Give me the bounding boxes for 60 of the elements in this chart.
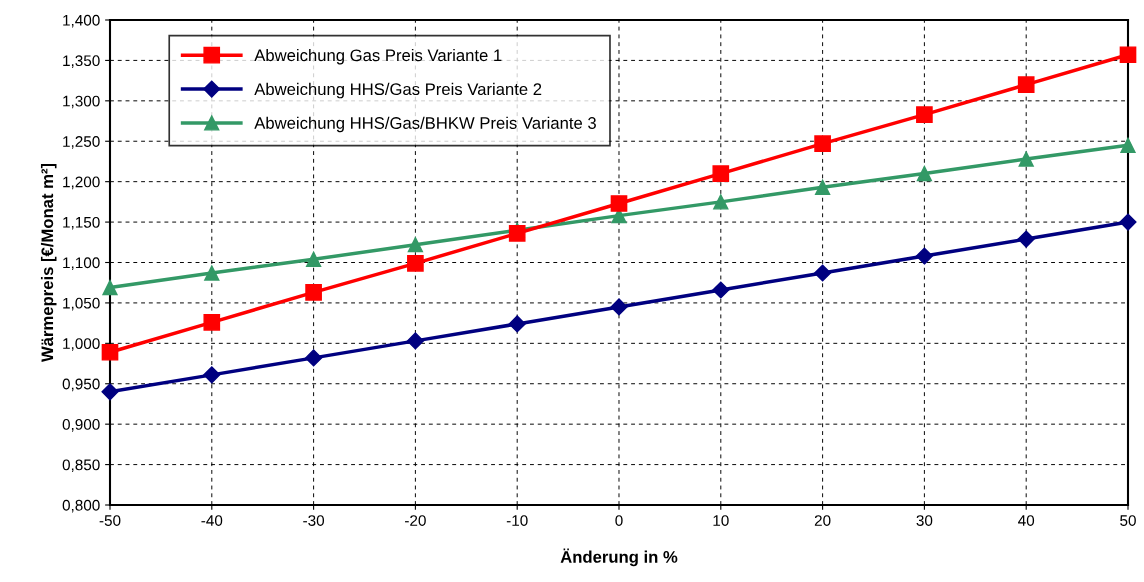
x-tick-label: 30 (916, 515, 933, 526)
x-tick-label: -10 (506, 515, 528, 526)
point (916, 165, 933, 182)
point (407, 254, 424, 272)
point (508, 315, 526, 333)
y-tick-label: 0,950 (62, 378, 100, 392)
x-tick-label: -50 (99, 515, 121, 526)
y-tick-label: 0,800 (62, 499, 100, 513)
point (305, 251, 322, 267)
point (407, 237, 424, 253)
y-tick-label: 1,150 (63, 216, 100, 230)
point (713, 194, 729, 210)
x-tick-label: 50 (1120, 515, 1136, 526)
x-axis-title: Änderung in % (560, 548, 678, 567)
y-tick-label: 0,850 (62, 459, 100, 473)
point (916, 106, 933, 123)
point (814, 179, 831, 195)
point (1120, 137, 1136, 153)
point (102, 279, 118, 296)
point (508, 225, 526, 242)
point (610, 195, 628, 212)
point (203, 366, 221, 384)
point (203, 313, 221, 331)
x-tick-label: 0 (615, 515, 623, 526)
point (814, 264, 832, 282)
y-tick-label: 1,100 (63, 257, 100, 270)
x-tick-label: -30 (303, 515, 325, 526)
point (915, 247, 933, 265)
point (1119, 213, 1137, 231)
y-axis-title: Wärmepreis [€/Monat m²] (40, 163, 57, 363)
y-tick-label: 1,300 (63, 95, 100, 109)
y-tick-label: 1,400 (63, 14, 100, 28)
point (305, 349, 323, 367)
point (1017, 230, 1035, 248)
point (406, 332, 424, 350)
y-tick-label: 0,900 (62, 419, 100, 432)
x-tick-label: 40 (1018, 515, 1035, 526)
point (204, 265, 220, 281)
legend-label: Abweichung HHS/Gas Preis Variante 2 (254, 82, 542, 99)
y-tick-label: 1,250 (63, 136, 100, 149)
legend-label: Abweichung HHS/Gas/BHKW Preis Variante 3 (254, 116, 596, 133)
point (305, 284, 322, 301)
y-tick-label: 1,050 (63, 297, 100, 311)
point (1018, 151, 1034, 167)
point (1119, 46, 1137, 64)
y-tick-label: 1,200 (63, 176, 100, 190)
point (101, 383, 119, 401)
point (814, 135, 831, 153)
x-tick-label: -40 (201, 515, 223, 526)
point (101, 343, 119, 361)
point (1017, 76, 1035, 94)
y-tick-label: 1,350 (63, 55, 100, 68)
point (712, 165, 730, 182)
point (712, 281, 730, 299)
legend-label: Abweichung Gas Preis Variante 1 (254, 48, 502, 65)
x-tick-label: -20 (405, 515, 426, 526)
point (610, 298, 628, 316)
x-tick-label: 10 (713, 515, 729, 526)
y-tick-label: 1,000 (63, 338, 100, 351)
x-tick-label: 20 (814, 515, 831, 526)
